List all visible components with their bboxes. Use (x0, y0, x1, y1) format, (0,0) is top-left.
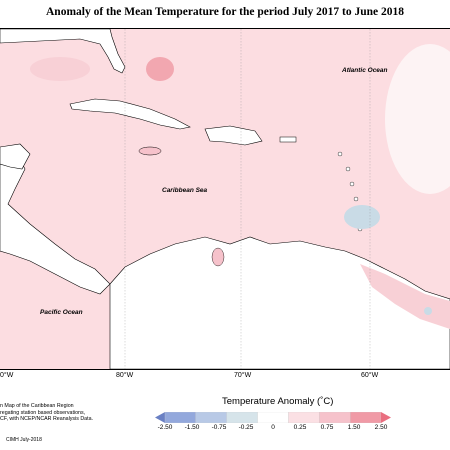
legend-label: -1.50 (184, 424, 200, 431)
legend-cell (349, 412, 382, 423)
legend-label: -2.50 (157, 424, 173, 431)
bahamas-warm-spot (146, 57, 174, 81)
legend-title: Temperature Anomaly (˚C) (222, 396, 334, 407)
legend-label: 1.50 (347, 424, 361, 431)
puerto-rico-island (279, 136, 297, 143)
legend-cell (195, 412, 227, 423)
caribbean-sea-label: Caribbean Sea (162, 187, 208, 194)
legend-cell-min (155, 412, 165, 423)
legend-cell (288, 412, 320, 423)
note-line-1: n Map of the Caribbean Region (0, 403, 74, 409)
gulf-warm-zone (30, 57, 90, 81)
legend-cell-max (381, 412, 391, 423)
florida-landmass (0, 28, 126, 74)
legend-label: 0 (271, 424, 275, 431)
pacific-ocean-label: Pacific Ocean (40, 309, 83, 316)
lon-tick-70w: 70°W (234, 372, 252, 379)
jamaica-island (138, 146, 162, 156)
central-america (0, 148, 111, 295)
legend-label: 2.50 (374, 424, 388, 431)
legend-cell (164, 412, 197, 423)
credit-text: CIMH July-2018 (6, 437, 42, 443)
graticule (124, 29, 371, 369)
map-notes: n Map of the Caribbean Region regating s… (0, 403, 93, 423)
legend-cell (257, 412, 289, 423)
legend-label: -0.75 (211, 424, 227, 431)
legend-colorbar (155, 412, 391, 423)
yucatan-peninsula (0, 143, 31, 170)
legend-label: 0.25 (293, 424, 307, 431)
cool-anomaly-spot (344, 205, 380, 229)
guianas-cool-spot (424, 307, 432, 315)
legend-cell (319, 412, 351, 423)
legend-cell (226, 412, 258, 423)
map-title: Anomaly of the Mean Temperature for the … (46, 6, 404, 18)
note-line-2: regating station based observations, (0, 409, 86, 416)
atlantic-ocean-label: Atlantic Ocean (342, 67, 388, 74)
hispaniola-island (204, 125, 263, 146)
note-line-3: CF, with NCEP/NCAR Reanalysis Data. (0, 416, 94, 422)
lon-tick-90w: 0°W (0, 372, 14, 379)
legend-label: -0.25 (238, 424, 254, 431)
legend-label: 0.75 (320, 424, 334, 431)
map-area: Atlantic Ocean Caribbean Sea Pacific Oce… (0, 28, 450, 370)
atlantic-neutral-zone (385, 44, 450, 194)
anomaly-map (0, 28, 450, 370)
cuba-island (69, 98, 191, 130)
lon-tick-80w: 80°W (116, 372, 134, 379)
lon-tick-60w: 60°W (361, 372, 379, 379)
lake-maracaibo (211, 247, 225, 267)
